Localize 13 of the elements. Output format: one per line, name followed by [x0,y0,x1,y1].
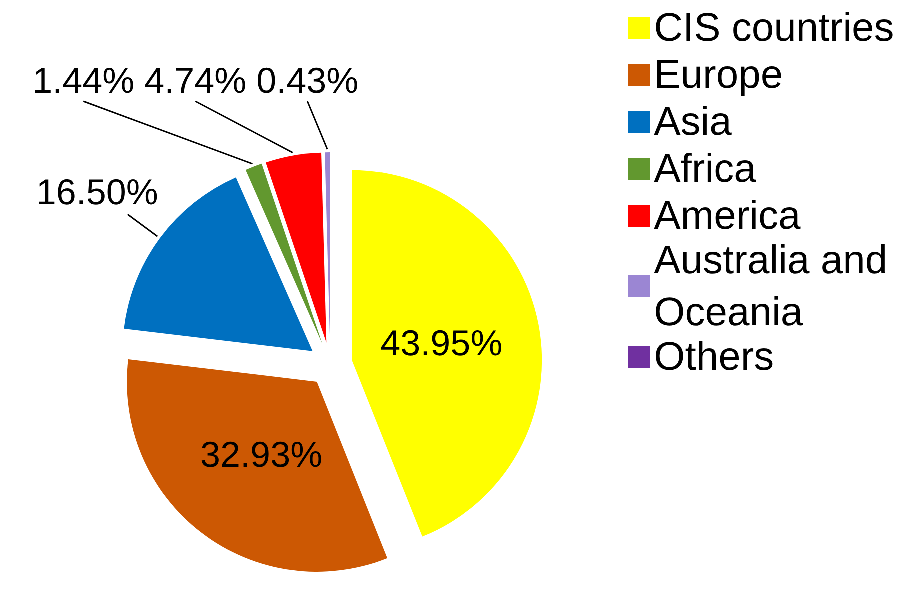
legend-label: CIS countries [654,6,894,50]
legend-label: Australia and Oceania [654,238,888,334]
legend-label: Asia [654,100,733,144]
legend-label: Others [654,335,774,379]
legend-label: Africa [654,147,758,191]
data-label: 43.95% [380,322,503,364]
data-label: 16.50% [36,172,158,213]
data-label: 32.93% [200,434,323,475]
data-label: 0.43% [256,60,359,101]
legend-label: America [654,194,802,238]
legend-label: Europe [654,53,784,97]
data-label: 1.44% [32,60,135,101]
data-label: 4.74% [144,60,247,101]
